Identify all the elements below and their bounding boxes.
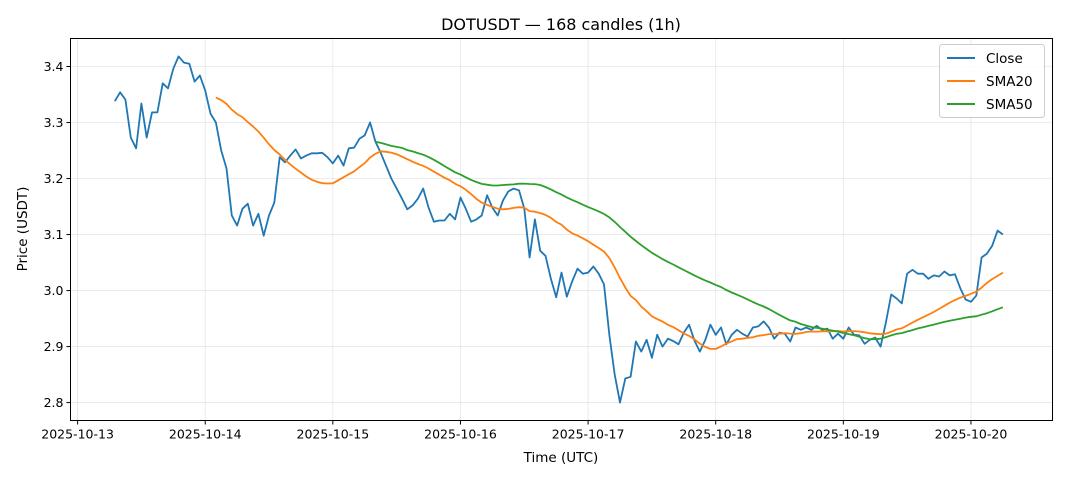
- x-tick-label: 2025-10-17: [552, 427, 625, 442]
- y-axis-label: Price (USDT): [15, 187, 31, 272]
- series-lines: [114, 55, 1004, 404]
- x-tick-label: 2025-10-14: [169, 427, 242, 442]
- y-tick-label: 3.1: [44, 227, 64, 242]
- x-tick-label: 2025-10-19: [807, 427, 880, 442]
- y-axis-ticks: 2.8 2.9 3.0 3.1 3.2 3.3 3.4: [44, 59, 71, 410]
- x-tick-label: 2025-10-20: [935, 427, 1008, 442]
- y-tick-label: 3.4: [44, 59, 64, 74]
- y-tick-label: 3.0: [44, 283, 64, 298]
- series-line-sma20: [215, 96, 1004, 350]
- x-tick-label: 2025-10-18: [679, 427, 752, 442]
- series-line-close: [114, 55, 1004, 404]
- legend-label-sma50: SMA50: [986, 97, 1033, 113]
- legend-label-sma20: SMA20: [986, 74, 1033, 90]
- x-axis-ticks: 2025-10-13 2025-10-14 2025-10-15 2025-10-16…: [41, 420, 1008, 442]
- y-tick-label: 2.9: [44, 339, 64, 354]
- legend-label-close: Close: [986, 51, 1023, 67]
- legend: Close SMA20 SMA50: [939, 44, 1045, 118]
- x-tick-label: 2025-10-16: [424, 427, 497, 442]
- y-tick-label: 3.3: [44, 115, 64, 130]
- x-tick-label: 2025-10-15: [297, 427, 370, 442]
- grid: [70, 38, 1053, 421]
- series-line-sma50: [375, 140, 1004, 341]
- legend-box: [939, 44, 1045, 118]
- y-tick-label: 3.2: [44, 171, 64, 186]
- plot-frame: [70, 38, 1053, 421]
- chart-title: DOTUSDT — 168 candles (1h): [441, 15, 681, 34]
- y-tick-label: 2.8: [44, 395, 64, 410]
- x-tick-label: 2025-10-13: [41, 427, 114, 442]
- x-axis-label: Time (UTC): [523, 450, 599, 466]
